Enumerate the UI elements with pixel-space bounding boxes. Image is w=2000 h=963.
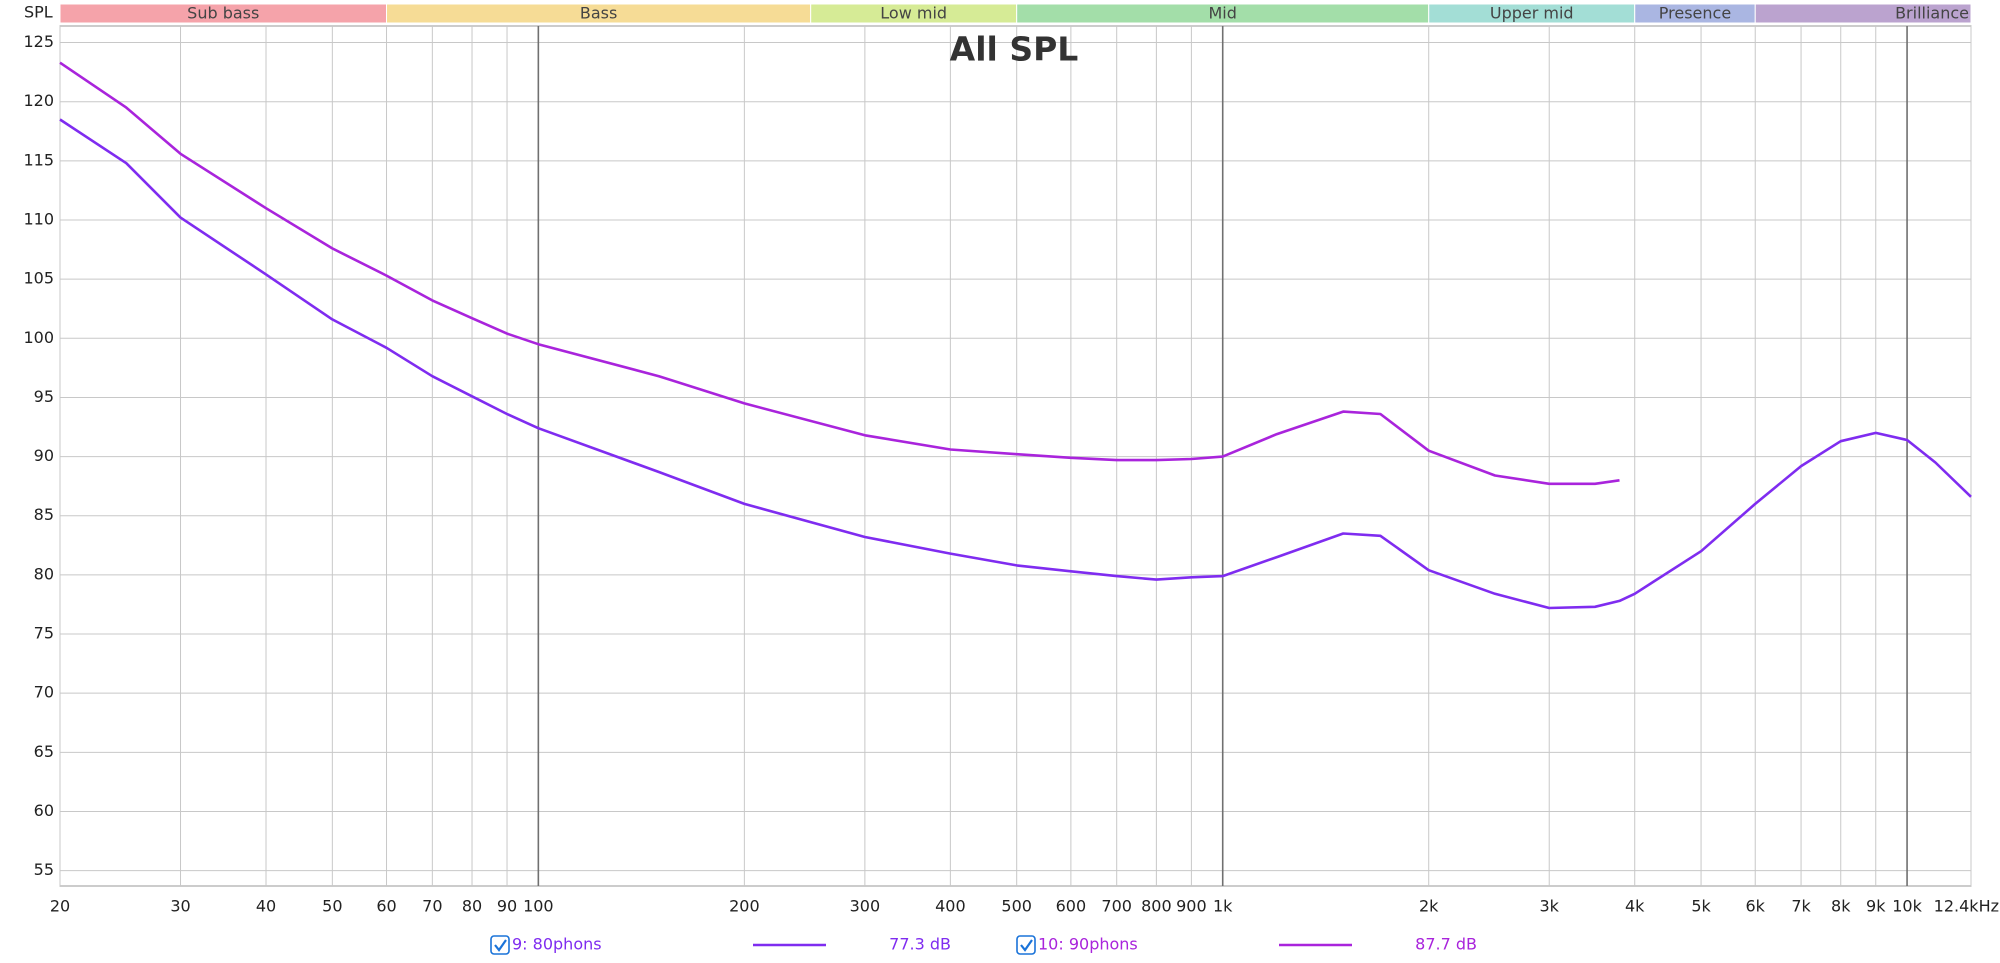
x-tick-label: 500: [1001, 897, 1032, 916]
band-label: Sub bass: [187, 4, 259, 23]
x-tick-label: 7k: [1791, 897, 1811, 916]
x-tick-label: 800: [1141, 897, 1172, 916]
x-tick-label: 300: [850, 897, 881, 916]
x-tick-label: 1k: [1213, 897, 1233, 916]
x-tick-label: 9k: [1866, 897, 1886, 916]
y-tick-label: 110: [23, 210, 54, 229]
y-tick-label: 105: [23, 269, 54, 288]
band-label: Brilliance: [1895, 4, 1969, 23]
y-tick-label: 100: [23, 328, 54, 347]
x-tick-label: 200: [729, 897, 760, 916]
band-label: Upper mid: [1490, 4, 1574, 23]
y-tick-label: 95: [34, 387, 54, 406]
chart-title: All SPL: [950, 30, 1079, 69]
x-tick-label: 60: [376, 897, 396, 916]
band: [1754, 3, 1972, 24]
y-tick-label: 90: [34, 446, 54, 465]
checkmark: [1020, 939, 1033, 952]
y-axis-label: SPL: [24, 3, 53, 22]
y-tick-label: 80: [34, 564, 54, 583]
x-tick-label: 5k: [1691, 897, 1711, 916]
x-tick-label: 50: [322, 897, 342, 916]
x-tick-label: 90: [497, 897, 517, 916]
x-tick-label: 2k: [1419, 897, 1439, 916]
x-tick-label: 30: [170, 897, 190, 916]
legend-item: 9: 80phons 77.3 dB: [490, 935, 951, 955]
legend-checkbox[interactable]: [1016, 935, 1036, 955]
legend-value: 77.3 dB: [889, 935, 951, 954]
legend-label: 9: 80phons: [512, 935, 602, 954]
legend-checkbox[interactable]: [490, 935, 510, 955]
legend-item: 10: 90phons 87.7 dB: [1016, 935, 1477, 955]
x-tick-label: 20: [50, 897, 70, 916]
x-tick-label: 900: [1176, 897, 1207, 916]
y-tick-label: 85: [34, 505, 54, 524]
y-tick-label: 55: [34, 860, 54, 879]
x-tick-label: 8k: [1831, 897, 1851, 916]
x-tick-label: 10k: [1892, 897, 1922, 916]
y-tick-label: 60: [34, 801, 54, 820]
legend-label: 10: 90phons: [1038, 935, 1138, 954]
x-tick-label: 3k: [1540, 897, 1560, 916]
y-tick-label: 120: [23, 91, 54, 110]
x-tick-label: 700: [1101, 897, 1132, 916]
x-tick-label: 6k: [1746, 897, 1766, 916]
x-tick-label: 80: [462, 897, 482, 916]
y-tick-label: 65: [34, 742, 54, 761]
x-tick-label: 100: [523, 897, 554, 916]
x-tick-label: 400: [935, 897, 966, 916]
x-tick-label: 12.4kHz: [1934, 897, 1999, 916]
x-tick-label: 70: [422, 897, 442, 916]
x-tick-label: 4k: [1625, 897, 1645, 916]
series-line: [59, 61, 1620, 486]
y-tick-label: 75: [34, 624, 54, 643]
y-tick-label: 70: [34, 683, 54, 702]
checkmark: [494, 939, 507, 952]
band-label: Bass: [580, 4, 617, 23]
band-label: Presence: [1659, 4, 1731, 23]
series-line: [59, 118, 1972, 610]
band-label: Mid: [1209, 4, 1237, 23]
legend-value: 87.7 dB: [1415, 935, 1477, 954]
y-tick-label: 115: [23, 150, 54, 169]
x-tick-label: 600: [1056, 897, 1087, 916]
y-tick-label: 125: [23, 32, 54, 51]
band-label: Low mid: [880, 4, 947, 23]
x-tick-label: 40: [256, 897, 276, 916]
